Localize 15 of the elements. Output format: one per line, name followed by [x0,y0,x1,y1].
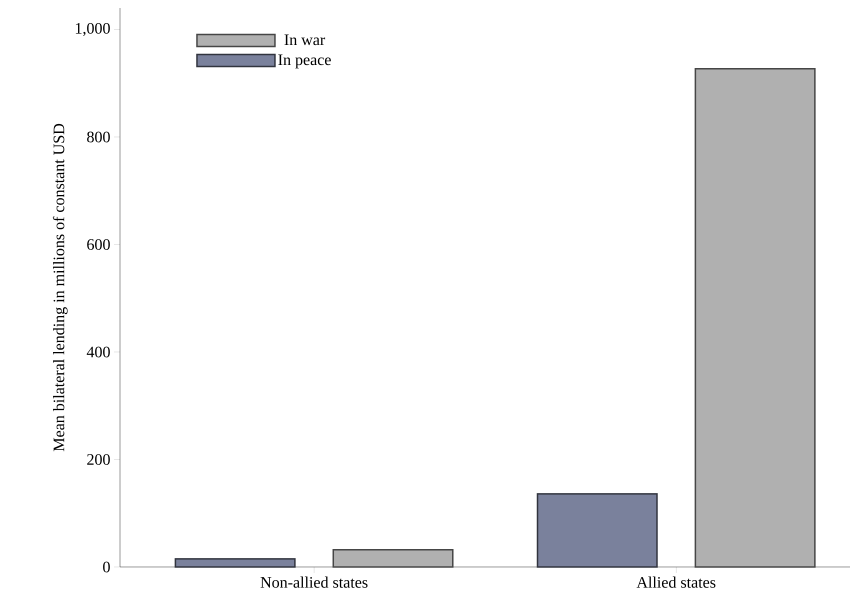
bar [332,549,454,568]
y-tick-label: 1,000 [76,22,110,36]
legend-label: In war [284,34,326,46]
y-tick-label: 800 [87,132,110,142]
bar [174,558,296,568]
bar [694,68,816,568]
x-tick-label: Non-allied states [260,576,368,588]
y-tick-label: 200 [87,454,110,465]
y-tick-label: 0 [103,562,110,572]
x-tick-label: Allied states [636,576,716,588]
bar [536,493,658,568]
y-axis-title: Mean bilateral lending in millions of constant USD [52,124,68,452]
legend-label: In peace [278,54,331,68]
y-tick-label: 600 [87,239,110,250]
y-tick-label: 400 [86,346,110,358]
